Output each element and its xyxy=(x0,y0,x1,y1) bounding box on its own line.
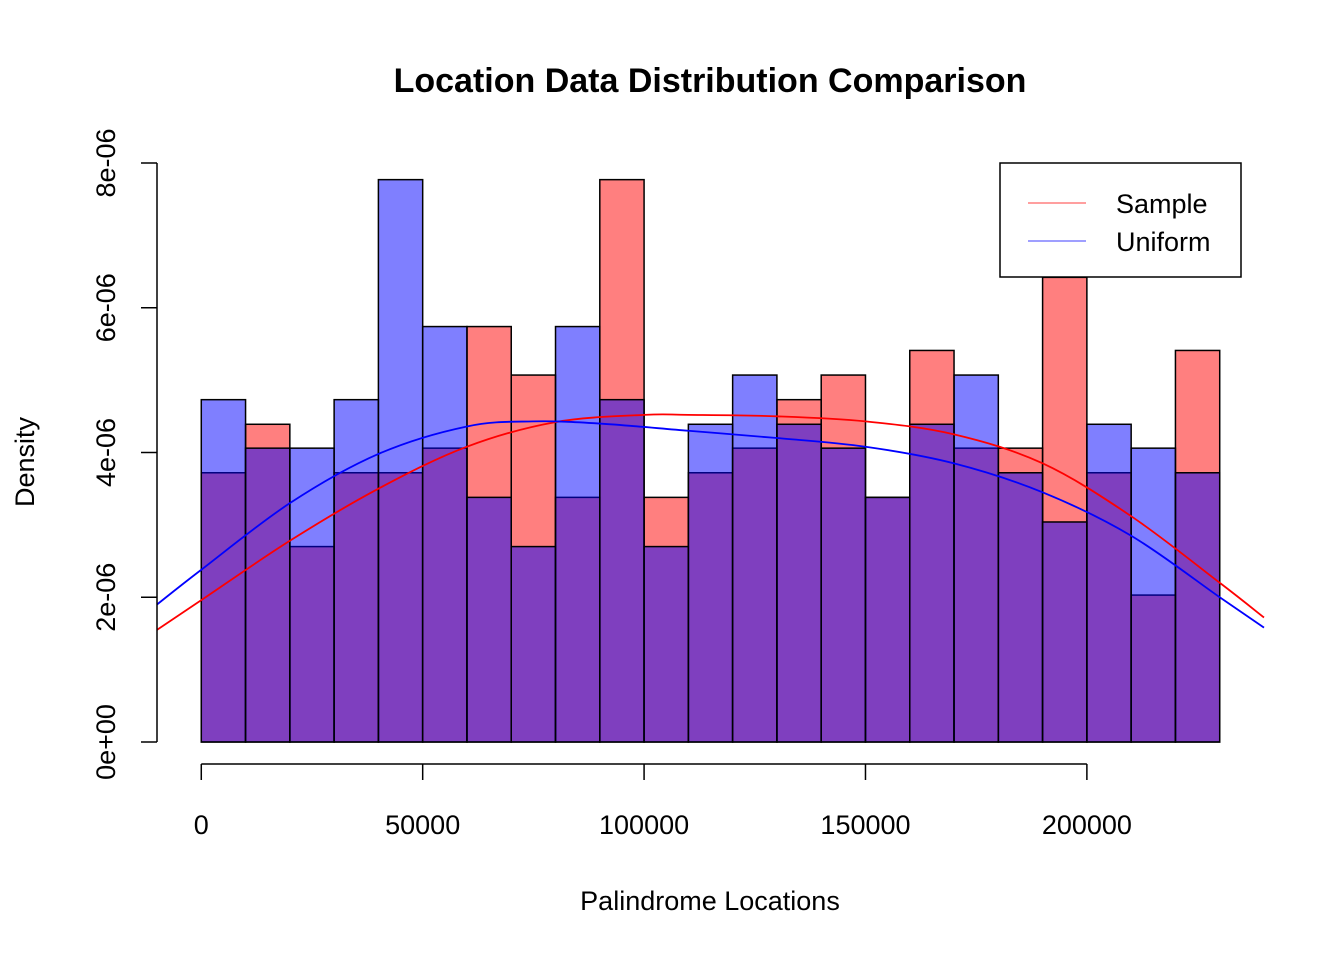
y-tick-label-1: 2e-06 xyxy=(91,563,121,632)
legend-label-uniform: Uniform xyxy=(1116,227,1211,257)
uniform-bar-3 xyxy=(333,398,380,743)
uniform-bar-11 xyxy=(687,423,734,743)
y-tick-label-0: 0e+00 xyxy=(91,704,121,780)
uniform-bar-1 xyxy=(244,447,291,743)
uniform-bar-6 xyxy=(466,496,512,743)
bars-layer xyxy=(200,178,1221,743)
x-axis-label: Palindrome Locations xyxy=(580,886,840,916)
y-tick-label-3: 6e-06 xyxy=(91,273,121,342)
uniform-bar-8 xyxy=(554,325,601,743)
uniform-bar-2 xyxy=(289,447,335,743)
uniform-bar-12 xyxy=(731,374,778,743)
legend-label-sample: Sample xyxy=(1116,189,1208,219)
uniform-bar-16 xyxy=(909,423,955,743)
uniform-density-line xyxy=(156,420,1265,629)
uniform-bar-9 xyxy=(599,398,645,743)
uniform-bar-19 xyxy=(1041,521,1088,743)
density-curves xyxy=(156,413,1265,631)
y-tick-label-2: 4e-06 xyxy=(91,418,121,487)
uniform-bar-13 xyxy=(776,423,822,743)
legend: Sample Uniform xyxy=(999,162,1242,278)
uniform-bar-0 xyxy=(200,398,247,743)
uniform-bar-22 xyxy=(1174,472,1221,743)
uniform-bar-20 xyxy=(1086,423,1132,743)
x-tick-label-4: 200000 xyxy=(1042,810,1132,840)
x-tick-label-1: 50000 xyxy=(385,810,460,840)
uniform-bar-17 xyxy=(953,374,1000,743)
chart-title: Location Data Distribution Comparison xyxy=(394,62,1027,100)
uniform-bar-14 xyxy=(820,447,867,743)
x-tick-label-3: 150000 xyxy=(820,810,910,840)
uniform-bar-10 xyxy=(643,545,690,743)
uniform-bar-5 xyxy=(421,325,468,743)
uniform-bar-18 xyxy=(997,472,1044,743)
uniform-bar-7 xyxy=(510,545,557,743)
x-tick-label-0: 0 xyxy=(194,810,209,840)
legend-box xyxy=(999,162,1242,278)
sample-density-line xyxy=(156,413,1265,631)
uniform-bar-4 xyxy=(377,178,424,743)
y-axis: 0e+00 2e-06 4e-06 6e-06 8e-06 xyxy=(91,128,158,780)
y-tick-label-4: 8e-06 xyxy=(91,128,121,197)
y-axis-label: Density xyxy=(10,416,40,507)
uniform-bar-21 xyxy=(1130,447,1177,743)
uniform-bar-15 xyxy=(864,496,911,743)
x-tick-label-2: 100000 xyxy=(599,810,689,840)
x-axis: 0 50000 100000 150000 200000 xyxy=(194,763,1132,840)
